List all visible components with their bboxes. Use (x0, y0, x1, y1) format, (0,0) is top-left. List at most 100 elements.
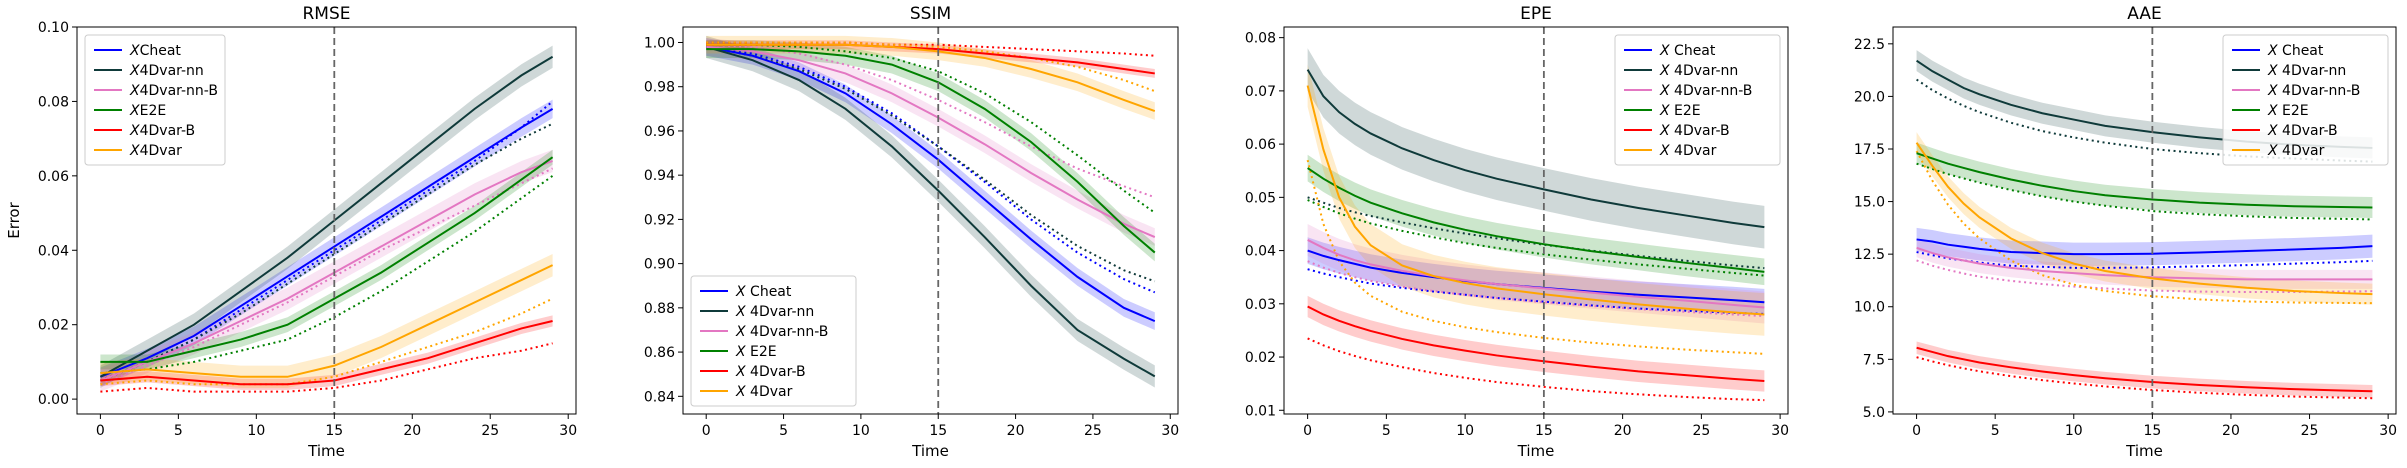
dotted-line-3 (1916, 162, 2373, 221)
x-tick-label: 0 (1912, 423, 1921, 439)
legend-label: X E2E (735, 344, 777, 360)
confidence-band-5 (100, 253, 553, 388)
legend: X Cheat X 4Dvar-nn X 4Dvar-nn-B X E2E X 4Dva… (1614, 34, 1781, 166)
x-tick-label: 5 (1382, 423, 1391, 439)
y-tick-label: 0.94 (644, 168, 675, 184)
series-line-1 (1306, 69, 1765, 229)
y-tick-label: 10.0 (1854, 300, 1885, 316)
x-tick-label: 10 (2065, 423, 2083, 439)
y-tick-label: 0.07 (1245, 84, 1276, 100)
series-line-5 (1306, 85, 1765, 316)
chart-title: AAE (2127, 4, 2161, 24)
y-tick-label: 0.84 (644, 389, 675, 405)
y-tick-label: 0.04 (38, 243, 69, 259)
series-line-5 (1915, 142, 2373, 296)
x-tick-label: 30 (1161, 423, 1179, 439)
x-tick-label: 30 (1771, 423, 1789, 439)
legend-label: X E2E (1659, 103, 1701, 119)
legend-box (690, 275, 857, 407)
y-tick-label: 0.86 (644, 345, 675, 361)
x-axis-label: Time (1517, 442, 1555, 460)
y-tick-label: 15.0 (1854, 195, 1885, 211)
confidence-band-5 (1307, 64, 1765, 336)
legend-label: XE2E (129, 103, 166, 119)
legend-label: X 4Dvar (735, 384, 793, 400)
y-tick-label: 0.02 (38, 318, 69, 334)
y-tick-label: 0.05 (1245, 190, 1276, 206)
series-line-2 (1307, 239, 1765, 309)
y-tick-label: 0.06 (1245, 137, 1276, 153)
plot-area (1915, 50, 2373, 400)
x-tick-label: 25 (1084, 423, 1102, 439)
legend-label: X 4Dvar-nn (2267, 63, 2346, 79)
chart-panel-epe: 0 5 10 15 20 25 30 0.01 0.02 0.03 0.04 0.05 0.06 0.07… (1245, 4, 1789, 460)
dotted-line-1 (1307, 196, 1765, 270)
legend-label: X 4Dvar-nn-B (1659, 83, 1752, 99)
y-tick-label: 0.04 (1245, 244, 1276, 260)
x-tick-label: 25 (481, 423, 499, 439)
dotted-line-5 (1915, 150, 2373, 305)
legend-label: X Cheat (1659, 43, 1716, 59)
x-tick-label: 20 (403, 423, 421, 439)
confidence-band-1 (1307, 48, 1765, 249)
legend-label: X4Dvar-nn-B (129, 83, 218, 99)
legend-label: X Cheat (735, 284, 792, 300)
y-tick-label: 0.08 (38, 94, 69, 110)
x-tick-label: 15 (929, 423, 947, 439)
legend-box (84, 34, 226, 166)
y-tick-label: 20.0 (1854, 89, 1885, 105)
legend-label: X 4Dvar-nn (1659, 63, 1738, 79)
y-tick-label: 0.01 (1245, 403, 1276, 419)
x-tick-label: 20 (1007, 423, 1025, 439)
x-tick-label: 10 (247, 423, 265, 439)
dotted-line-2 (1307, 260, 1765, 318)
series-line-2 (1916, 246, 2373, 281)
confidence-band-5 (1916, 132, 2373, 305)
confidence-band-3 (706, 40, 1155, 262)
x-tick-label: 30 (2379, 423, 2397, 439)
y-tick-label: 0.98 (644, 80, 675, 96)
legend-label: X 4Dvar-nn-B (2267, 83, 2360, 99)
x-tick-label: 15 (325, 423, 343, 439)
dotted-line-5 (100, 297, 554, 386)
y-tick-label: 0.92 (644, 212, 675, 228)
x-tick-label: 5 (1991, 423, 2000, 439)
chart-title: SSIM (910, 4, 951, 24)
legend-box (1614, 34, 1781, 166)
legend-label: X 4Dvar-nn-B (735, 324, 828, 340)
y-tick-label: 0.96 (644, 124, 675, 140)
x-tick-label: 5 (174, 423, 183, 439)
legend-label: X4Dvar (129, 143, 182, 159)
confidence-band-0 (1916, 227, 2373, 266)
legend-label: XCheat (129, 43, 181, 59)
confidence-band-3 (1307, 154, 1765, 286)
axes-frame (1283, 26, 1789, 415)
y-tick-label: 5.0 (1863, 405, 1885, 421)
x-tick-label: 5 (779, 423, 788, 439)
y-tick-label: 7.5 (1863, 352, 1885, 368)
dotted-line-5 (1306, 159, 1765, 355)
confidence-band-4 (1916, 341, 2373, 398)
dotted-line-2 (1916, 259, 2373, 294)
legend-label: X Cheat (2267, 43, 2324, 59)
x-tick-label: 0 (1303, 423, 1312, 439)
dotted-line-3 (706, 43, 1156, 214)
y-tick-label: 0.02 (1245, 350, 1276, 366)
confidence-band-0 (100, 99, 553, 387)
confidence-band-4 (1307, 295, 1765, 392)
chart-title: RMSE (302, 4, 350, 24)
legend: X Cheat X 4Dvar-nn X 4Dvar-nn-B X E2E X 4Dva… (2222, 34, 2389, 166)
y-tick-label: 0.06 (38, 169, 69, 185)
axes-frame (682, 26, 1179, 415)
x-tick-label: 30 (559, 423, 577, 439)
axes-frame (76, 26, 577, 415)
x-tick-label: 20 (1614, 423, 1632, 439)
y-tick-label: 22.5 (1854, 37, 1885, 53)
x-tick-label: 25 (1692, 423, 1710, 439)
confidence-band-4 (100, 315, 553, 390)
legend-label: X 4Dvar-B (1659, 123, 1730, 139)
chart-panel-rmse: 0 5 10 15 20 25 30 0.00 0.02 0.04 0.06 0.08 0.10 RMSE… (5, 4, 577, 460)
confidence-band-2 (1916, 238, 2373, 289)
series-line-0 (1916, 238, 2373, 256)
